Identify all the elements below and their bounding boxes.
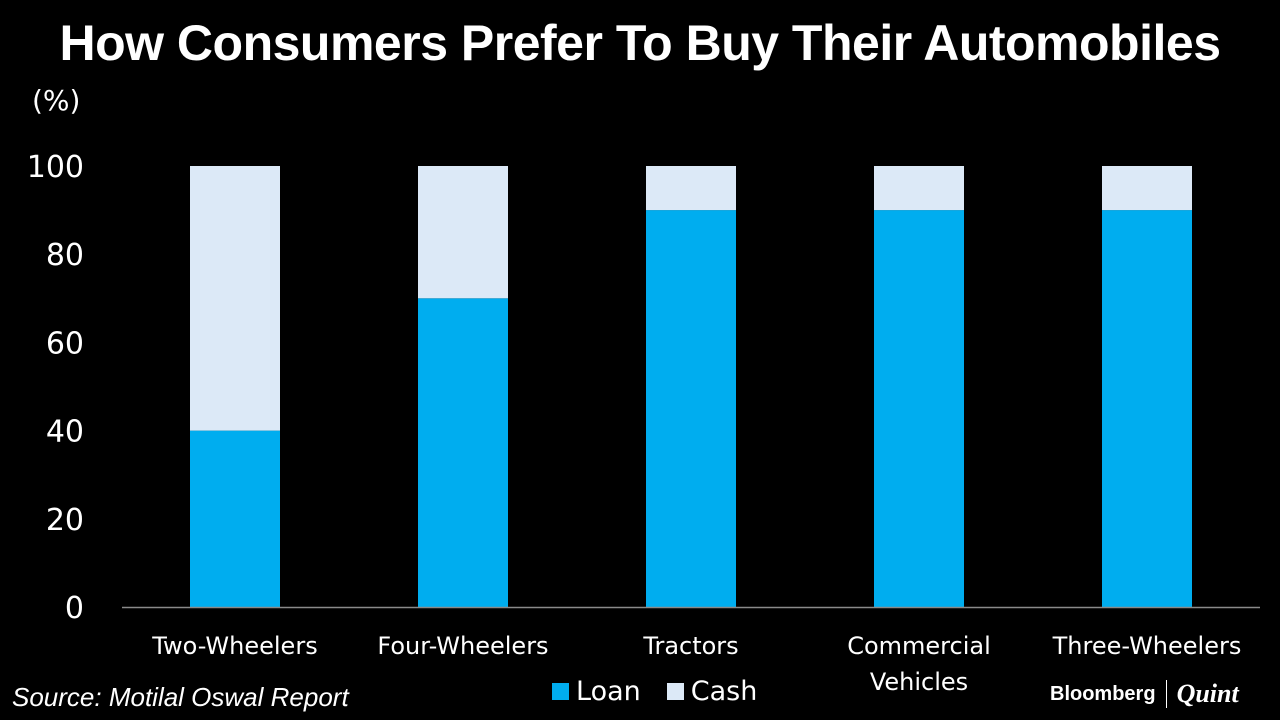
y-tick-label: 80 bbox=[46, 238, 84, 273]
bar-loan bbox=[1102, 210, 1192, 607]
source-note: Source: Motilal Oswal Report bbox=[12, 682, 349, 712]
brand-logo: Bloomberg Quint bbox=[1050, 676, 1239, 712]
chart-legend: Loan Cash bbox=[552, 676, 783, 707]
bar-loan bbox=[874, 210, 964, 607]
bar-cash bbox=[874, 166, 964, 211]
x-tick-label: Four-Wheelers bbox=[377, 632, 548, 660]
legend-swatch-cash bbox=[666, 683, 684, 700]
y-tick-label: 20 bbox=[46, 503, 84, 538]
brand-bloomberg: Bloomberg bbox=[1050, 682, 1156, 705]
legend-label-cash: Cash bbox=[690, 676, 758, 707]
x-tick-label: Vehicles bbox=[870, 668, 968, 696]
bar-loan bbox=[418, 298, 508, 607]
bar-cash bbox=[1102, 166, 1192, 211]
chart-title: How Consumers Prefer To Buy Their Automo… bbox=[59, 15, 1222, 71]
y-tick-label: 0 bbox=[65, 591, 84, 626]
x-tick-label: Two-Wheelers bbox=[151, 632, 317, 660]
legend-label-loan: Loan bbox=[576, 676, 641, 707]
x-tick-label: Commercial bbox=[847, 632, 991, 660]
y-tick-label: 60 bbox=[46, 326, 84, 361]
bar-loan bbox=[646, 210, 736, 607]
bar-cash bbox=[190, 166, 280, 431]
y-axis-unit-label: (%) bbox=[32, 84, 81, 117]
brand-quint: Quint bbox=[1176, 679, 1239, 708]
legend-item-cash: Cash bbox=[666, 676, 758, 707]
bar-loan bbox=[190, 430, 280, 607]
x-tick-label: Three-Wheelers bbox=[1052, 632, 1242, 660]
x-tick-label: Tractors bbox=[642, 632, 738, 660]
bar-cash bbox=[418, 166, 508, 299]
y-tick-label: 40 bbox=[46, 415, 84, 450]
bar-cash bbox=[646, 166, 736, 211]
legend-swatch-loan bbox=[552, 683, 569, 700]
y-tick-label: 100 bbox=[27, 150, 84, 185]
legend-item-loan: Loan bbox=[552, 676, 641, 707]
brand-divider bbox=[1165, 680, 1167, 708]
